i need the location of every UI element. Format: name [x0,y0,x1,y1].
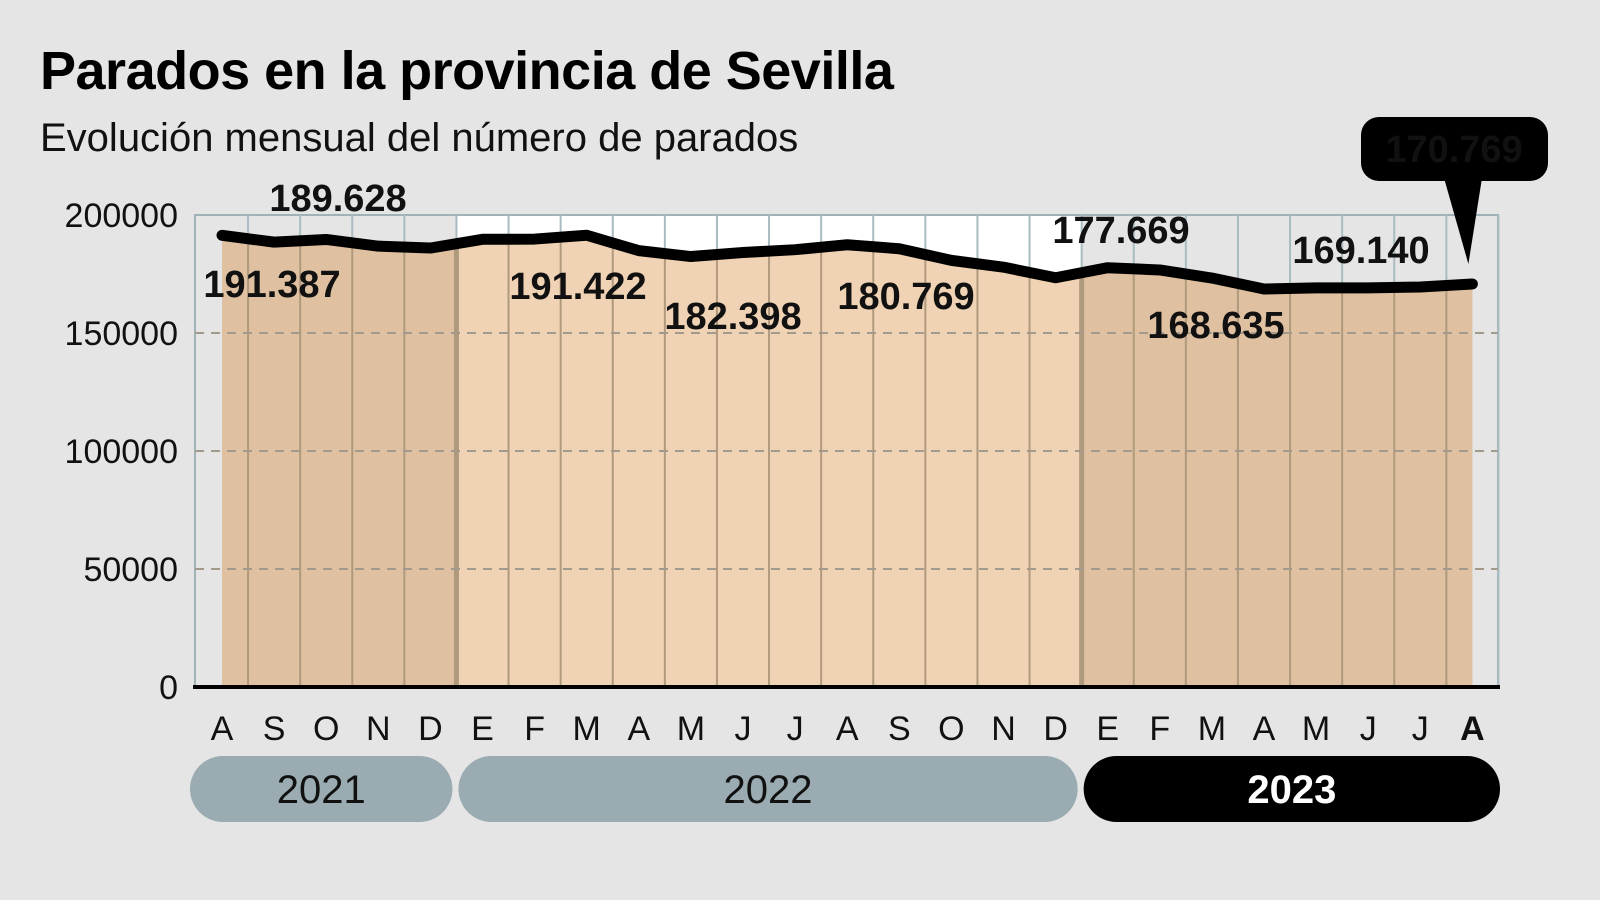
chart-title: Parados en la provincia de Sevilla [40,41,894,101]
x-tick-label: A [836,710,859,748]
x-tick-label: N [991,710,1016,748]
y-tick-label: 100000 [65,433,178,471]
value-annotation: 177.669 [1052,210,1189,252]
year-pill-2021 [190,756,453,822]
x-tick-label: A [1253,710,1276,748]
x-tick-label: F [524,710,545,748]
year-label: 2023 [1247,768,1336,812]
callout-value: 170.769 [1385,129,1522,171]
area-fill-2023 [1081,267,1473,687]
x-tick-label: M [1302,710,1330,748]
value-annotation: 168.635 [1147,305,1284,347]
value-annotation: 182.398 [664,296,801,338]
year-pill-2022 [458,756,1078,822]
y-tick-label: 200000 [65,197,178,235]
x-tick-label: J [735,710,752,748]
y-tick-label: 0 [159,669,178,707]
x-tick-label: D [1043,710,1068,748]
value-annotation: 189.628 [269,178,406,220]
value-annotation: 191.422 [509,266,646,308]
x-tick-label: M [677,710,705,748]
data-line [216,229,1478,295]
y-tick-label: 50000 [83,551,178,589]
x-tick-label: F [1149,710,1170,748]
chart-subtitle: Evolución mensual del número de parados [40,116,799,160]
x-tick-label: A [1460,710,1485,748]
x-tick-label: J [787,710,804,748]
x-tick-label: S [888,710,911,748]
x-tick-label: A [211,710,234,748]
year-pill-2023 [1083,756,1500,822]
x-tick-label: E [1096,710,1119,748]
area-fill-2021 [222,235,457,688]
callout-box [1361,117,1548,181]
value-annotation: 180.769 [837,276,974,318]
x-tick-label: N [366,710,391,748]
x-tick-label: D [418,710,443,748]
x-tick-label: E [471,710,494,748]
x-tick-label: J [1412,710,1429,748]
x-tick-label: S [263,710,286,748]
year-label: 2022 [724,768,813,812]
callout-pointer [1444,178,1482,264]
x-tick-label: M [1198,710,1226,748]
year-label: 2021 [277,768,366,812]
value-annotation: 169.140 [1292,230,1429,272]
y-tick-label: 150000 [65,315,178,353]
x-tick-label: O [313,710,339,748]
value-annotation: 191.387 [203,264,340,306]
x-tick-label: A [627,710,650,748]
x-tick-label: M [573,710,601,748]
x-tick-label: O [938,710,964,748]
x-tick-label: J [1360,710,1377,748]
